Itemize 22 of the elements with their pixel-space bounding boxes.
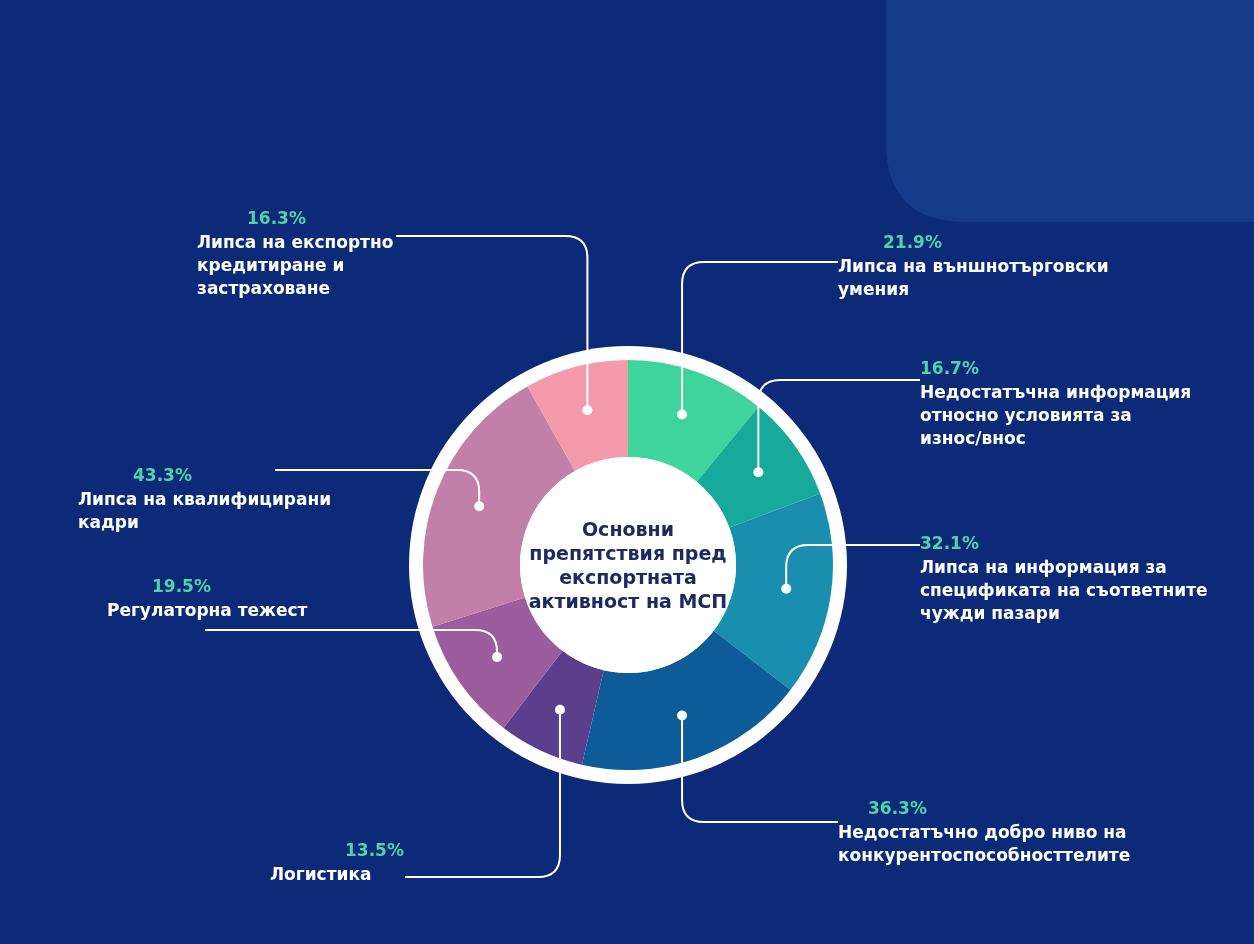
data-label: 19.5% bbox=[152, 576, 211, 596]
slice-label: Недостатъчно добро ниво на конкурентоспособносттелите bbox=[838, 822, 1131, 865]
data-label: 36.3% bbox=[868, 798, 927, 818]
donut-slice bbox=[628, 360, 759, 482]
donut-slice bbox=[527, 360, 628, 471]
data-label: 21.9% bbox=[883, 232, 942, 252]
data-label: 43.3% bbox=[133, 465, 192, 485]
text: Основни препятствия пред експортната активност на МСП bbox=[528, 518, 728, 612]
slice-label: Регулаторна тежест bbox=[107, 600, 308, 620]
data-label: 13.5% bbox=[345, 840, 404, 860]
donut-slice bbox=[503, 650, 604, 765]
data-label: 16.7% bbox=[920, 358, 979, 378]
slice-label: Недостатъчна информация относно условията за износ/внос bbox=[920, 382, 1192, 448]
slice-label: Липса на експортно кредитиране и застраховане bbox=[197, 232, 394, 298]
data-label: 32.1% bbox=[920, 533, 979, 553]
donut-slice bbox=[696, 406, 821, 528]
slice-label: Липса на квалифицирани кадри bbox=[78, 489, 332, 532]
slice-label: Липса на външнотърговски умения bbox=[838, 256, 1109, 299]
data-label: 16.3% bbox=[247, 208, 306, 228]
donut-slice bbox=[581, 630, 791, 770]
slice-label: Логистика bbox=[270, 864, 372, 884]
slice-label: Липса на информация за спецификата на съответните чужди пазари bbox=[920, 557, 1208, 623]
